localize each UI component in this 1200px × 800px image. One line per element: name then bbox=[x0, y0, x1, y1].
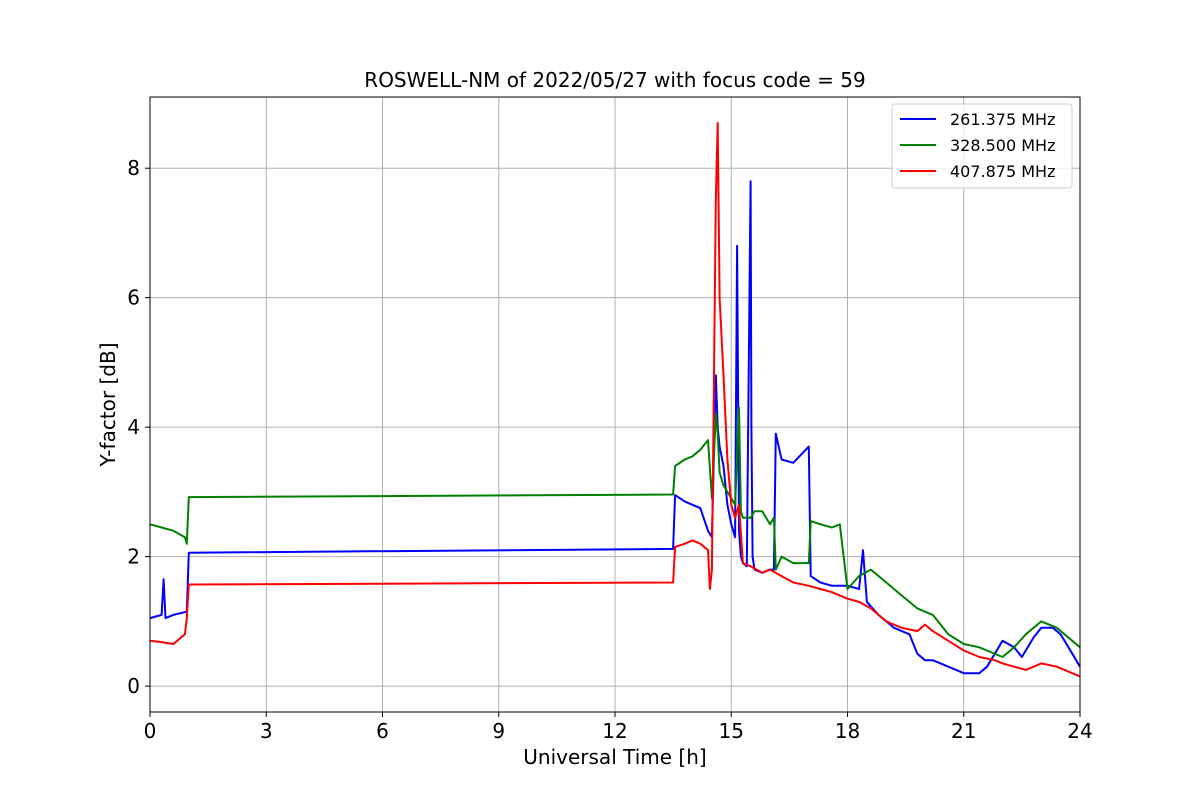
y-axis-label: Y-factor [dB] bbox=[96, 342, 120, 467]
x-tick-label: 18 bbox=[835, 719, 860, 743]
x-axis-label: Universal Time [h] bbox=[523, 745, 706, 769]
x-tick-label: 6 bbox=[376, 719, 389, 743]
series-layer bbox=[149, 121, 1081, 678]
y-tick-label: 2 bbox=[127, 545, 140, 569]
y-tick-label: 8 bbox=[127, 156, 140, 180]
x-tick-label: 9 bbox=[492, 719, 505, 743]
y-tick-label: 6 bbox=[127, 286, 140, 310]
series-line-3 bbox=[149, 121, 1081, 678]
y-tick-label: 0 bbox=[127, 674, 140, 698]
x-tick-label: 3 bbox=[260, 719, 273, 743]
chart-title: ROSWELL-NM of 2022/05/27 with focus code… bbox=[364, 68, 865, 92]
legend-label: 261.375 MHz bbox=[950, 110, 1055, 129]
legend-box bbox=[891, 103, 1073, 189]
legend: 261.375 MHz 328.500 MHz 407.875 MHz bbox=[891, 103, 1073, 189]
legend-label: 407.875 MHz bbox=[950, 162, 1055, 181]
legend-label: 328.500 MHz bbox=[950, 136, 1055, 155]
x-tick-label: 21 bbox=[951, 719, 976, 743]
x-tick-label: 15 bbox=[719, 719, 744, 743]
x-tick-label: 12 bbox=[602, 719, 627, 743]
y-tick-label: 4 bbox=[127, 415, 140, 439]
x-tick-label: 0 bbox=[144, 719, 157, 743]
grid bbox=[149, 97, 1081, 712]
series-line-2 bbox=[149, 406, 1081, 658]
x-tick-label: 24 bbox=[1067, 719, 1092, 743]
